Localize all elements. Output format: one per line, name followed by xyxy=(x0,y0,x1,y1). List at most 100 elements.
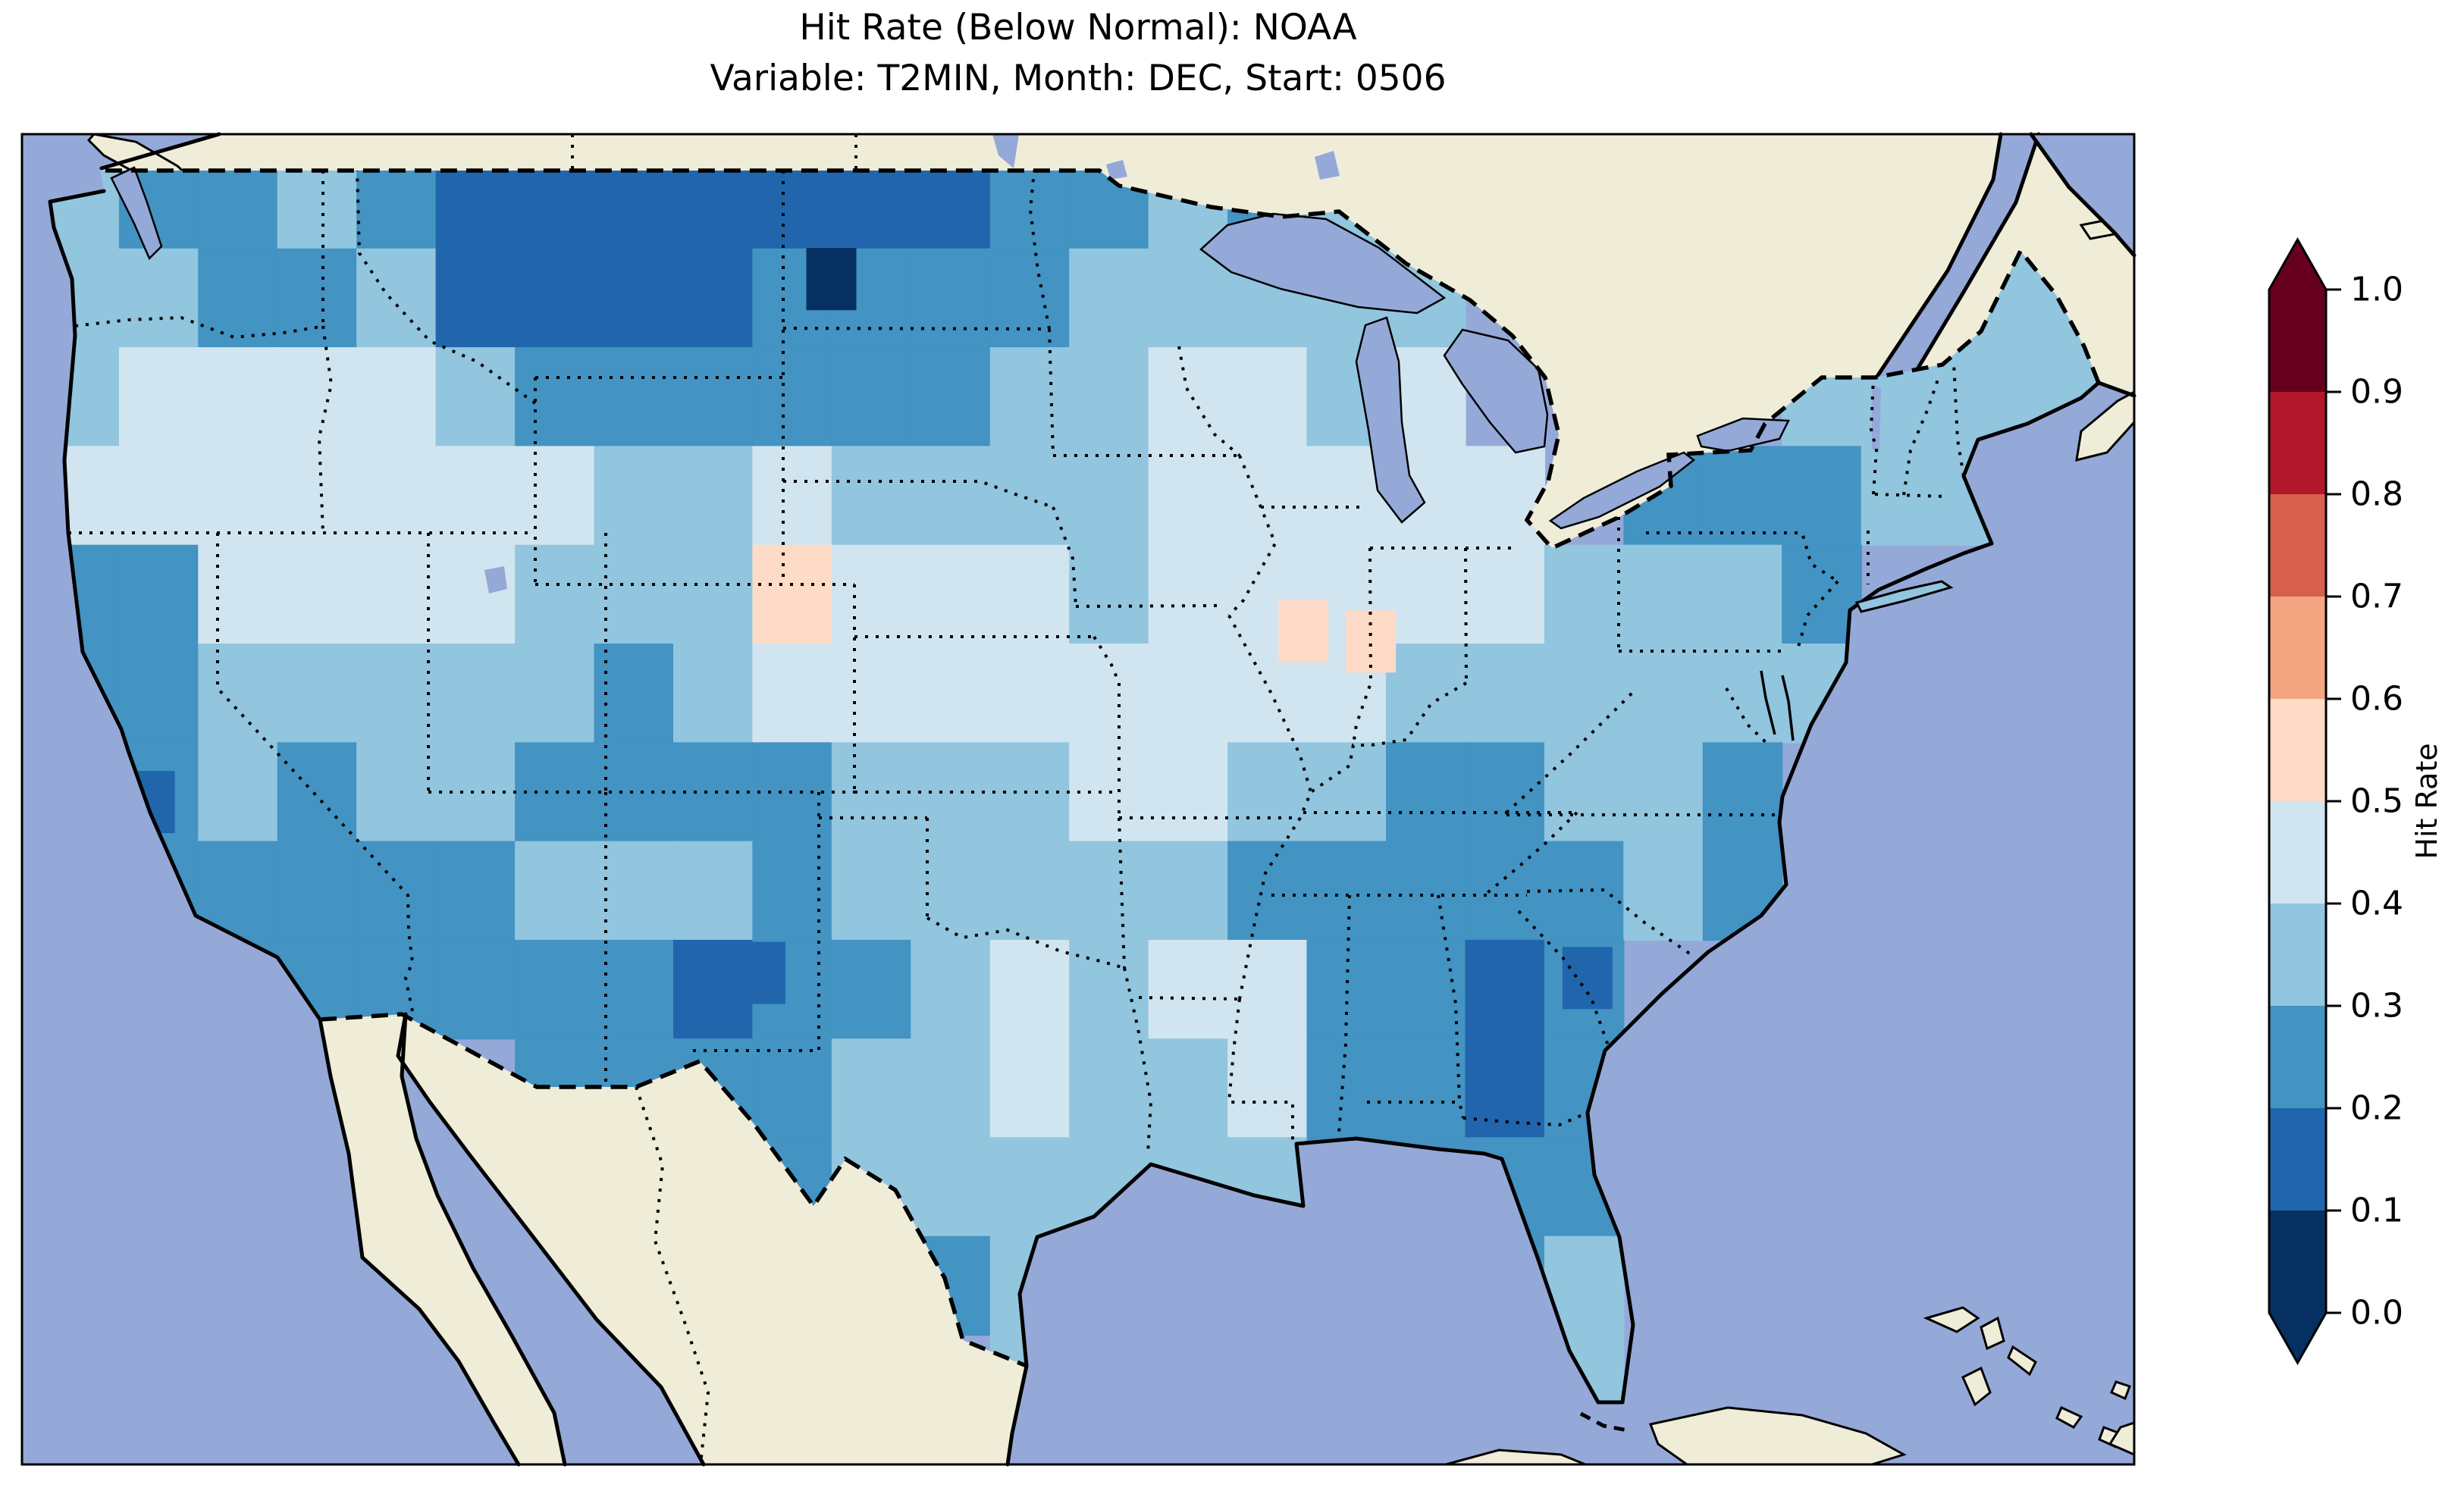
heatmap-cell xyxy=(1069,248,1149,349)
heatmap-cell xyxy=(989,841,1071,941)
colorbar-tick-label: 0.7 xyxy=(2350,578,2403,616)
heatmap-cell xyxy=(911,544,991,645)
heatmap-cell xyxy=(1544,841,1625,941)
heatmap-cell xyxy=(1465,1038,1545,1139)
heatmap-cell xyxy=(277,248,358,349)
heatmap-cell xyxy=(1227,347,1308,447)
heatmap-cell xyxy=(594,841,675,941)
state-border-line xyxy=(1118,817,1126,969)
us-mexico-border xyxy=(319,1012,1028,1368)
baja-gulf-coastline xyxy=(400,1012,567,1467)
heatmap-cell xyxy=(911,841,991,941)
heatmap-cell-anomaly xyxy=(735,941,785,1004)
heatmap-cell xyxy=(1623,644,1704,744)
heatmap-cell xyxy=(989,347,1071,447)
heatmap-cell xyxy=(198,644,278,744)
heatmap-cell xyxy=(277,544,358,645)
heatmap-cell xyxy=(1702,742,1783,842)
colorbar-band xyxy=(2269,699,2326,801)
heatmap-cell xyxy=(435,742,516,842)
colorbar-over-arrow xyxy=(2269,240,2326,290)
heatmap-cell xyxy=(989,171,1071,249)
heatmap-cell xyxy=(118,446,199,546)
heatmap-cell xyxy=(831,347,912,447)
chart-title: Hit Rate (Below Normal): NOAA Variable: … xyxy=(22,3,2134,104)
chesapeake-bay-coastline xyxy=(1760,670,1776,735)
heatmap-cell xyxy=(831,171,912,249)
heatmap-cell xyxy=(277,742,358,842)
lakes xyxy=(110,134,1881,594)
heatmap-cell xyxy=(673,644,754,744)
heatmap-cell xyxy=(752,742,832,842)
colorbar-tick-label: 0.2 xyxy=(2350,1089,2403,1128)
state-border-line xyxy=(926,916,1125,969)
colorbar-under-arrow xyxy=(2269,1313,2326,1363)
heatmap-cell xyxy=(911,939,991,1040)
state-border-line xyxy=(317,325,334,534)
colorbar-band xyxy=(2269,597,2326,699)
heatmap-cell xyxy=(673,544,754,645)
heatmap-cell xyxy=(1544,644,1625,744)
lake-champlain xyxy=(1872,384,1881,453)
heatmap-cell xyxy=(989,1137,1071,1237)
heatmap-cell xyxy=(277,841,358,941)
heatmap-cell xyxy=(118,347,199,447)
heatmap-cell xyxy=(831,1038,912,1139)
long-island xyxy=(1854,580,1954,613)
map-frame xyxy=(20,133,2136,1466)
bahamas-island xyxy=(2055,1405,2083,1429)
heatmap-cell xyxy=(435,544,516,645)
heatmap-cell-anomaly xyxy=(1562,947,1613,1010)
state-border-line xyxy=(1227,998,1294,1144)
heatmap-cell xyxy=(356,248,437,349)
heatmap-cell xyxy=(515,939,595,1040)
mexico-landmass xyxy=(398,1014,1027,1464)
lake-erie xyxy=(1548,451,1696,530)
lake-huron xyxy=(1443,328,1549,454)
heatmap-cell xyxy=(752,171,832,249)
gulf-atlantic-coastline xyxy=(1017,381,2101,1405)
heatmap-cell xyxy=(1306,841,1387,941)
colorbar-tick-label: 0.0 xyxy=(2350,1294,2403,1333)
heatmap-cell xyxy=(911,1038,991,1139)
heatmap-cell xyxy=(831,446,912,546)
colorbar-tick-label: 1.0 xyxy=(2350,271,2403,309)
us-canada-border xyxy=(100,168,2101,551)
heatmap-cell xyxy=(752,841,832,941)
heatmap-cell xyxy=(1227,1038,1308,1139)
state-border-line xyxy=(1337,894,1351,1134)
heatmap-cell xyxy=(435,841,516,941)
heatmap-cell xyxy=(673,248,754,349)
heatmap-cell xyxy=(515,171,595,249)
colorbar-band xyxy=(2269,290,2326,392)
heatmap-cell xyxy=(1702,644,1783,744)
state-border-line xyxy=(1869,377,1879,495)
heatmap-cell xyxy=(831,841,912,941)
heatmap-cell xyxy=(1306,1038,1387,1139)
colorbar: Hit Rate 0.0 0.1 0.2 0.3 0.4 0.5 0.6 0.7 0.8 0.9 1… xyxy=(2268,236,2444,1366)
heatmap-cell xyxy=(435,939,516,1040)
heatmap-cell xyxy=(198,544,278,645)
heatmap-cell xyxy=(198,248,278,349)
heatmap-cell xyxy=(1386,841,1466,941)
state-border-line xyxy=(74,315,326,340)
heatmap-cell xyxy=(1069,841,1149,941)
lake-michigan xyxy=(1355,316,1426,524)
state-border-line xyxy=(216,533,415,1012)
state-border-line xyxy=(1238,816,1302,1000)
heatmap-cell xyxy=(277,644,358,744)
state-border-line xyxy=(1646,531,1839,583)
state-border-line xyxy=(1092,635,1121,684)
st-lawrence-river xyxy=(1864,134,2039,407)
heatmap-cell xyxy=(1148,544,1229,645)
heatmap-cell xyxy=(435,446,516,546)
colorbar-tick-label: 0.6 xyxy=(2350,680,2403,719)
heatmap-cell xyxy=(198,742,278,842)
heatmap-cell xyxy=(911,347,991,447)
heatmap-cell xyxy=(118,248,199,349)
state-border-line xyxy=(1483,811,1578,897)
baja-coastline xyxy=(318,1017,521,1467)
heatmap-cell xyxy=(1623,841,1704,941)
great-salt-lake xyxy=(484,566,507,594)
heatmap-cell xyxy=(515,446,595,546)
